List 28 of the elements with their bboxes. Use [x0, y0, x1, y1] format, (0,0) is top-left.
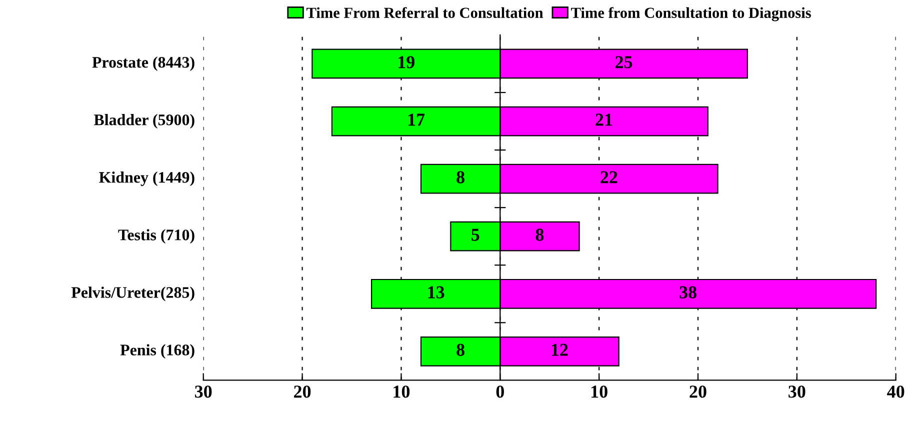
- data-label: 19: [398, 56, 415, 68]
- x-tick-label: 20: [294, 386, 311, 398]
- data-label: 8: [536, 228, 544, 241]
- x-tick-label: 40: [887, 386, 904, 398]
- data-label: 8: [456, 171, 464, 184]
- x-tick-label: 10: [591, 386, 608, 398]
- y-tick-label: Penis (168): [120, 344, 194, 359]
- x-tick-label: 20: [690, 386, 706, 398]
- data-label: 21: [596, 114, 612, 126]
- data-label: 8: [456, 344, 464, 356]
- data-label: 17: [408, 114, 425, 126]
- data-label: 22: [600, 171, 618, 184]
- data-label: 25: [616, 56, 632, 68]
- data-label: 5: [472, 228, 480, 241]
- y-tick-label: Prostate (8443): [92, 56, 194, 71]
- x-tick-label: 30: [195, 386, 212, 398]
- data-label: 12: [552, 344, 568, 356]
- legend-label: Time From Referral to Consultation: [306, 7, 544, 18]
- y-tick-label: Testis (710): [118, 229, 194, 244]
- y-tick-label: Pelvis/Ureter(285): [71, 286, 194, 302]
- data-label: 38: [680, 286, 697, 298]
- data-label: 13: [428, 286, 444, 298]
- x-tick-label: 0: [496, 386, 504, 398]
- x-tick-label: 10: [394, 386, 410, 398]
- y-tick-label: Kidney (1449): [99, 172, 194, 186]
- x-tick-label: 30: [788, 386, 806, 398]
- y-tick-label: Bladder (5900): [94, 114, 194, 129]
- legend-label: Time from Consultation to Diagnosis: [571, 7, 811, 22]
